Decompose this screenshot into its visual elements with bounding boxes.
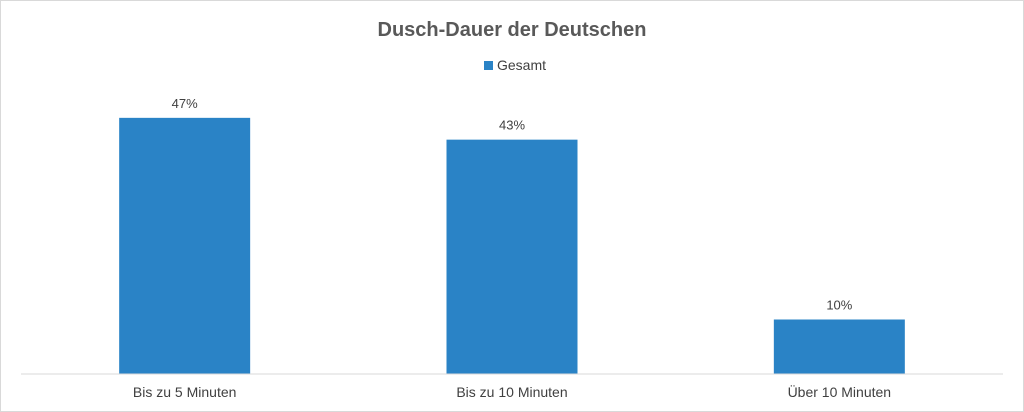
bar-2 (446, 139, 578, 374)
x-axis-tick-labels: Bis zu 5 Minuten Bis zu 10 Minuten Über 10… (133, 383, 891, 400)
bar-1 (119, 117, 251, 374)
data-labels-group: 47% 43% 10% (172, 96, 853, 313)
legend-label-gesamt: Gesamt (497, 57, 546, 73)
data-label-1: 47% (172, 96, 198, 111)
bar-3 (773, 319, 905, 374)
chart-title: Dusch-Dauer der Deutschen (378, 19, 647, 41)
legend-swatch-gesamt (484, 61, 493, 70)
legend: Gesamt (484, 57, 546, 73)
x-tick-label-3: Über 10 Minuten (788, 383, 892, 400)
data-label-2: 43% (499, 118, 525, 133)
x-tick-label-2: Bis zu 10 Minuten (456, 384, 567, 400)
x-tick-label-1: Bis zu 5 Minuten (133, 384, 237, 400)
bars-group (119, 117, 905, 374)
data-label-3: 10% (826, 298, 852, 313)
